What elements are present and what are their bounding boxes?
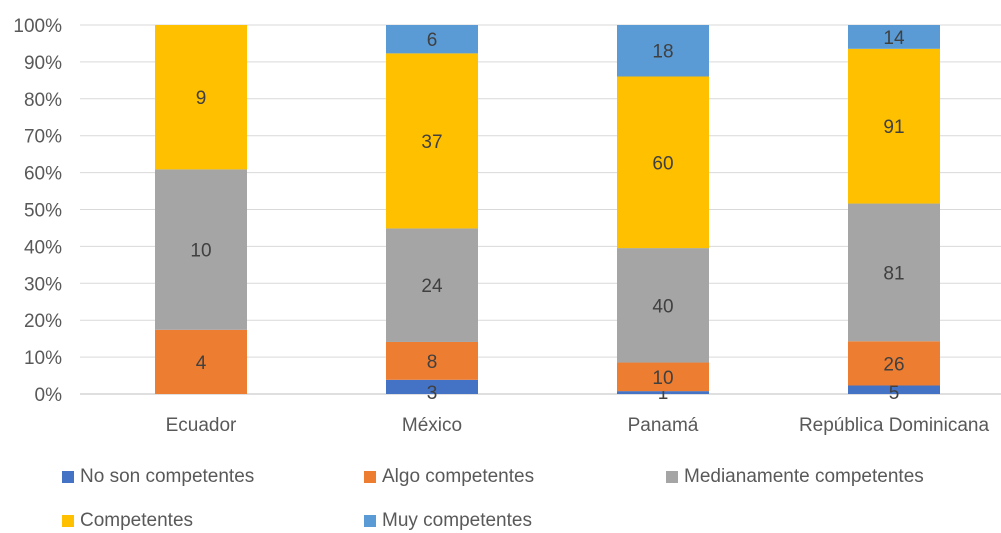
data-label: 81 bbox=[883, 263, 904, 284]
data-label: 6 bbox=[427, 30, 438, 51]
bar-segment bbox=[848, 385, 940, 394]
y-tick-label: 20% bbox=[24, 311, 62, 332]
y-tick-label: 80% bbox=[24, 90, 62, 111]
data-label: 14 bbox=[883, 28, 905, 49]
y-tick-label: 10% bbox=[24, 348, 62, 369]
data-label: 8 bbox=[427, 352, 438, 373]
bar-segment bbox=[386, 228, 478, 342]
data-label: 18 bbox=[652, 42, 673, 63]
bar-segment bbox=[386, 379, 478, 394]
y-tick-label: 40% bbox=[24, 237, 62, 258]
data-label: 60 bbox=[652, 153, 673, 174]
x-tick-label: México bbox=[402, 415, 462, 436]
data-label: 9 bbox=[196, 88, 207, 109]
data-label: 91 bbox=[883, 117, 904, 138]
bar-segment bbox=[155, 169, 247, 330]
bar-segment bbox=[155, 329, 247, 394]
x-tick-label: República Dominicana bbox=[799, 415, 990, 436]
y-tick-label: 0% bbox=[35, 385, 63, 406]
y-tick-label: 90% bbox=[24, 53, 62, 74]
bar-segment bbox=[386, 53, 478, 229]
y-tick-label: 50% bbox=[24, 201, 62, 222]
bar-segment bbox=[617, 25, 709, 77]
data-label: 4 bbox=[196, 353, 207, 374]
bar-segment bbox=[848, 25, 940, 49]
y-tick-label: 100% bbox=[13, 16, 62, 37]
data-label: 10 bbox=[190, 241, 211, 262]
bar-segment bbox=[617, 362, 709, 392]
data-label: 24 bbox=[421, 276, 443, 297]
data-label: 40 bbox=[652, 296, 673, 317]
bar-segment bbox=[617, 76, 709, 249]
bar-segment bbox=[848, 48, 940, 204]
data-label: 37 bbox=[421, 132, 442, 153]
bar-segment bbox=[155, 25, 247, 170]
x-tick-label: Ecuador bbox=[166, 415, 237, 436]
data-label: 3 bbox=[427, 383, 438, 404]
data-label: 5 bbox=[889, 383, 900, 404]
data-label: 1 bbox=[658, 383, 669, 404]
bar-segment bbox=[848, 341, 940, 386]
bar-segment bbox=[617, 248, 709, 363]
bar-segment bbox=[848, 203, 940, 342]
data-label: 10 bbox=[652, 368, 673, 389]
y-tick-label: 70% bbox=[24, 127, 62, 148]
y-tick-label: 30% bbox=[24, 274, 62, 295]
x-tick-label: Panamá bbox=[628, 415, 699, 436]
bar-segment bbox=[617, 391, 709, 394]
bar-segment bbox=[386, 341, 478, 380]
bar-segment bbox=[386, 25, 478, 54]
data-label: 26 bbox=[883, 354, 904, 375]
y-tick-label: 60% bbox=[24, 164, 62, 185]
